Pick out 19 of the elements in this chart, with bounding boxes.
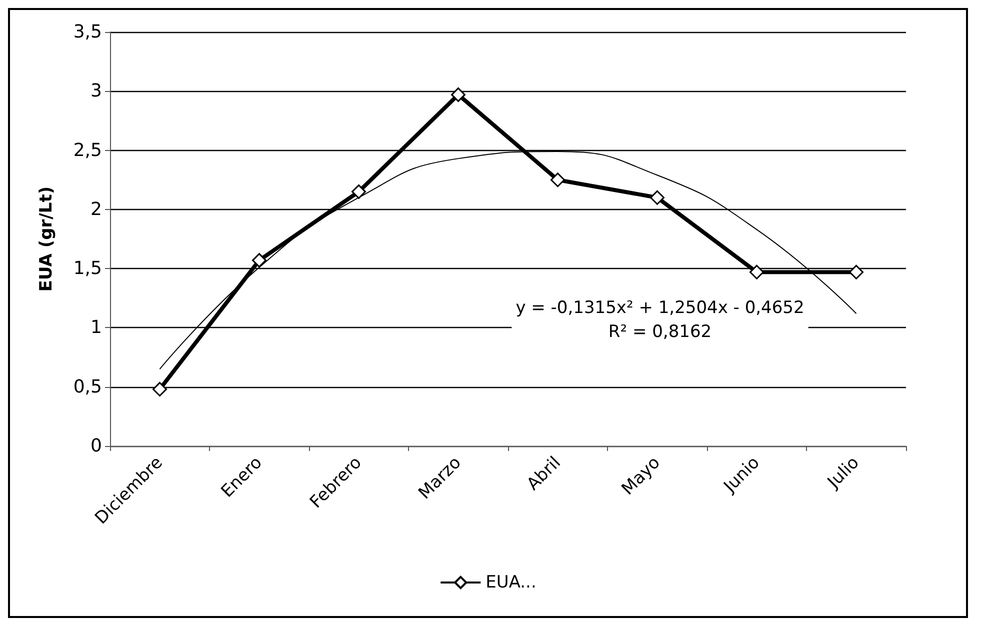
y-tick-label: 2,5 — [73, 140, 102, 161]
y-tick-label: 3,5 — [73, 22, 102, 42]
point — [152, 382, 167, 396]
annotation: y = -0,1315x² + 1,2504x - 0,4652 R² = 0,8162 — [516, 298, 804, 342]
point — [451, 87, 466, 102]
point — [849, 264, 864, 280]
legend-label: EUA... — [486, 572, 536, 592]
y-tick-label: 1,5 — [73, 258, 102, 280]
point — [750, 264, 764, 280]
y-axis-title: EUA (gr/Lt) — [36, 186, 56, 292]
y-tick-label: 0,5 — [73, 376, 102, 398]
point — [550, 172, 565, 188]
y-tick-label: 3 — [90, 80, 102, 102]
y-tick-label: 1 — [90, 317, 102, 338]
y-tick-label: 2 — [90, 198, 102, 220]
point — [352, 184, 366, 199]
y-tick-label: 0 — [90, 436, 102, 456]
point — [252, 253, 266, 268]
point — [650, 190, 664, 205]
